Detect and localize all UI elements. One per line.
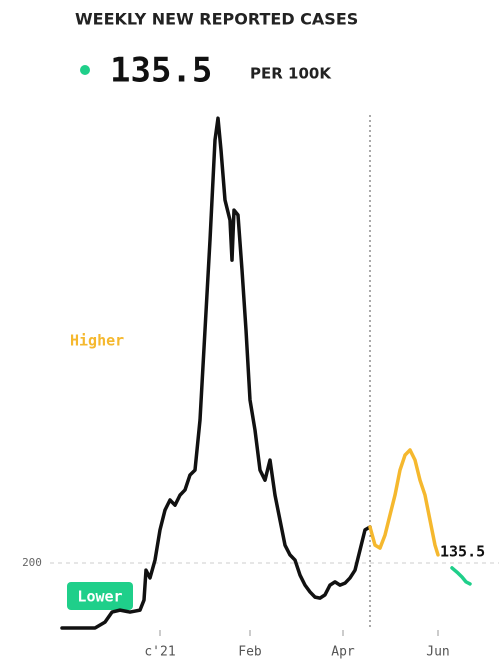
annotation-box <box>67 582 133 610</box>
x-tick-label: Jun <box>426 645 449 660</box>
x-tick-label: Apr <box>331 645 355 660</box>
annotation-lower: Lower <box>77 588 122 606</box>
series-line <box>60 116 372 630</box>
x-tick-label: c'21 <box>144 645 175 660</box>
series-line <box>368 448 440 557</box>
legend-dot <box>80 65 90 75</box>
chart-title: WEEKLY NEW REPORTED CASES <box>75 10 358 29</box>
y-tick-label: 200 <box>22 556 42 569</box>
end-label: 135.5 <box>440 543 485 561</box>
unit-label: PER 100K <box>250 65 332 83</box>
annotation-higher: Higher <box>70 332 124 350</box>
current-value: 135.5 <box>110 51 212 91</box>
x-tick-label: Feb <box>238 645 262 660</box>
series-line <box>450 566 472 586</box>
